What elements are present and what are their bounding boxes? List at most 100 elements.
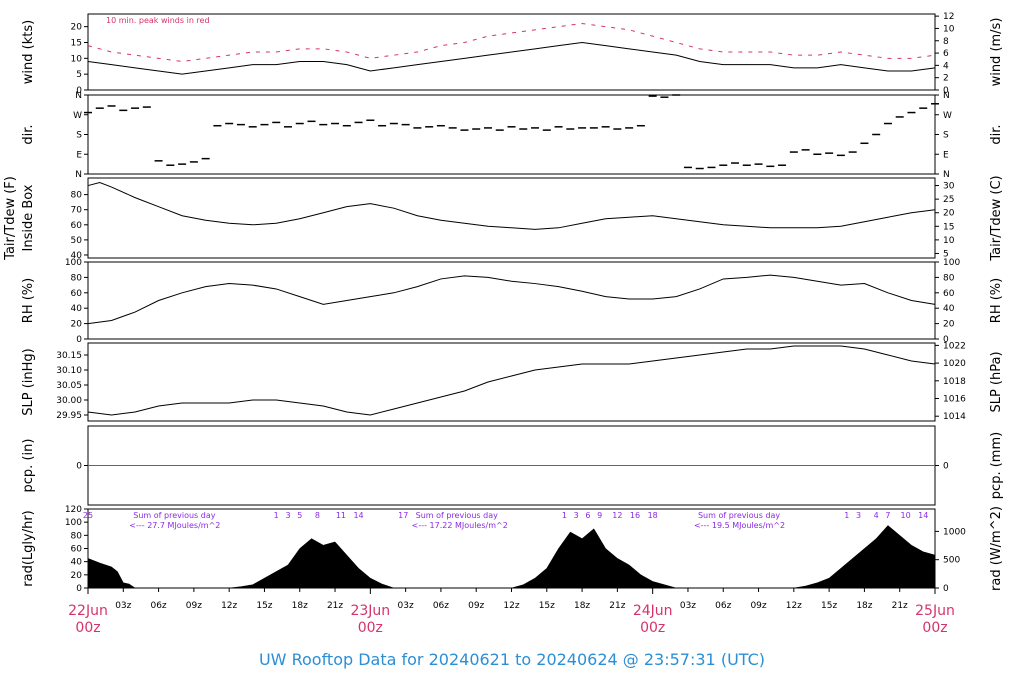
- day-date-label: 22Jun: [68, 603, 108, 619]
- y-label-left: RH (%): [21, 278, 36, 323]
- y-tick-label-left: 60: [71, 221, 83, 231]
- y-tick-label-right: 12: [943, 12, 954, 22]
- hour-mark: 5: [297, 511, 302, 520]
- hour-mark: 18: [648, 511, 658, 520]
- day-time-label: 00z: [358, 620, 383, 636]
- y-tick-label-right: 1000: [943, 527, 966, 537]
- y-tick-label-right: N: [943, 91, 950, 101]
- hour-mark: 14: [918, 511, 928, 520]
- radiation-note: Sum of previous day: [416, 511, 498, 520]
- day-time-label: 00z: [922, 620, 947, 636]
- hour-mark: 17: [398, 511, 408, 520]
- y-label-left: rad(Lgly/hr): [21, 510, 36, 586]
- panel-pcp: 0 0 pcp. (in) pcp. (mm): [21, 425, 1004, 506]
- y-tick-label-right: 4: [943, 61, 949, 71]
- panel-rh: 0 20 40 60 80 100 0 20 40 60 80 100 RH (%) RH (%): [21, 258, 1004, 345]
- y-tick-label-left: 100: [65, 518, 82, 528]
- y-label-right: dir.: [989, 124, 1004, 144]
- x-tick-label: 15z: [256, 601, 272, 611]
- y-tick-label-left: E: [76, 150, 82, 160]
- y-tick-label-right: 80: [943, 273, 955, 283]
- y-label-right: Tair/Tdew (C): [989, 175, 1004, 261]
- x-tick-label: 21z: [609, 601, 625, 611]
- chart-title: UW Rooftop Data for 20240621 to 20240624…: [259, 650, 765, 669]
- hour-mark: 11: [336, 511, 346, 520]
- y-tick-label-right: 40: [943, 304, 955, 314]
- y-tick-label-right: 1022: [943, 341, 966, 351]
- hour-mark: 1: [562, 511, 567, 520]
- day-time-label: 00z: [640, 620, 665, 636]
- x-tick-label: 18z: [292, 601, 308, 611]
- hour-mark: 14: [353, 511, 363, 520]
- y-label-left: SLP (inHg): [21, 348, 36, 416]
- hour-mark: 7: [885, 511, 890, 520]
- y-tick-label-left: W: [73, 111, 82, 121]
- y-tick-label-left: 29.95: [56, 411, 82, 421]
- day-date-label: 25Jun: [915, 603, 955, 619]
- y-tick-label-left: 30.15: [56, 351, 82, 361]
- hour-mark: 25: [83, 511, 93, 520]
- y-label-left: pcp. (in): [21, 439, 36, 493]
- panel-frame: [87, 94, 936, 175]
- x-tick-label: 18z: [574, 601, 590, 611]
- y-tick-label-left: 40: [71, 558, 83, 568]
- y-tick-label-left: 50: [71, 236, 83, 246]
- hour-mark: 12: [612, 511, 622, 520]
- panel-temp: 40 50 60 70 80 5 10 15 20 25 30 Tair/Tdew (F) Inside…: [3, 175, 1004, 261]
- x-tick-label: 06z: [150, 601, 166, 611]
- y-tick-label-right: 0: [943, 462, 949, 472]
- series-dir: [84, 94, 939, 170]
- time-axis: 03z 06z 09z 12z 15z 18z 21z 03z 06z 09z 12z 15z 18z 2…: [68, 588, 955, 636]
- hour-mark: 3: [574, 511, 579, 520]
- y-label-left: Tair/Tdew (F): [3, 176, 18, 261]
- y-tick-label-right: 1020: [943, 359, 966, 369]
- y-tick-label-right: 15: [943, 222, 954, 232]
- y-tick-label-right: 1018: [943, 377, 966, 387]
- x-tick-label: 12z: [221, 601, 237, 611]
- y-tick-label-right: 500: [943, 556, 960, 566]
- y-tick-label-right: 0: [943, 86, 949, 96]
- wind-annotation: 10 min. peak winds in red: [106, 16, 210, 25]
- hour-mark: 10: [900, 511, 910, 520]
- radiation-note: Sum of previous day: [698, 511, 780, 520]
- hour-mark: 3: [285, 511, 290, 520]
- y-tick-label-right: E: [943, 150, 949, 160]
- y-tick-label-left: 30.05: [56, 381, 82, 391]
- y-tick-label-left: N: [75, 91, 82, 101]
- y-tick-label-left: 10: [71, 54, 83, 64]
- radiation-note: <--- 17.22 MJoules/m^2: [412, 521, 508, 530]
- y-tick-label-right: 20: [943, 209, 955, 219]
- hour-mark: 3: [856, 511, 861, 520]
- radiation-note: <--- 27.7 MJoules/m^2: [129, 521, 220, 530]
- y-tick-label-left: 80: [71, 531, 83, 541]
- panel-wind: 0 5 10 15 20 0 2 4 6 8 10 12 wind (kts) wind (m/s) 10 …: [21, 12, 1004, 96]
- y-tick-label-left: 60: [71, 289, 83, 299]
- panel-frame: [87, 342, 936, 422]
- y-tick-label-right: 2: [943, 74, 949, 84]
- y-tick-label-left: S: [76, 131, 82, 141]
- y-label-right: rad (W/m^2): [989, 506, 1004, 591]
- series-peak: [87, 22, 936, 63]
- x-tick-label: 09z: [468, 601, 484, 611]
- hour-mark: 16: [630, 511, 640, 520]
- y-tick-label-left: 80: [71, 191, 83, 201]
- day-time-label: 00z: [75, 620, 100, 636]
- radiation-note: <--- 19.5 MJoules/m^2: [694, 521, 785, 530]
- y-tick-label-right: 20: [943, 320, 955, 330]
- y-tick-label-right: 5: [943, 249, 949, 259]
- y-tick-label-right: N: [943, 170, 950, 180]
- y-tick-label-left: 20: [71, 23, 83, 33]
- x-tick-label: 21z: [892, 601, 908, 611]
- y-tick-label-left: 80: [71, 273, 83, 283]
- x-tick-label: 03z: [398, 601, 414, 611]
- y-tick-label-left: 15: [71, 39, 82, 49]
- panel-frame: [87, 261, 936, 340]
- y-label-right: RH (%): [989, 278, 1004, 323]
- x-tick-label: 15z: [821, 601, 837, 611]
- y-tick-label-left: 20: [71, 571, 83, 581]
- y-tick-label-left: 0: [76, 584, 82, 594]
- panel-frame: [87, 13, 936, 91]
